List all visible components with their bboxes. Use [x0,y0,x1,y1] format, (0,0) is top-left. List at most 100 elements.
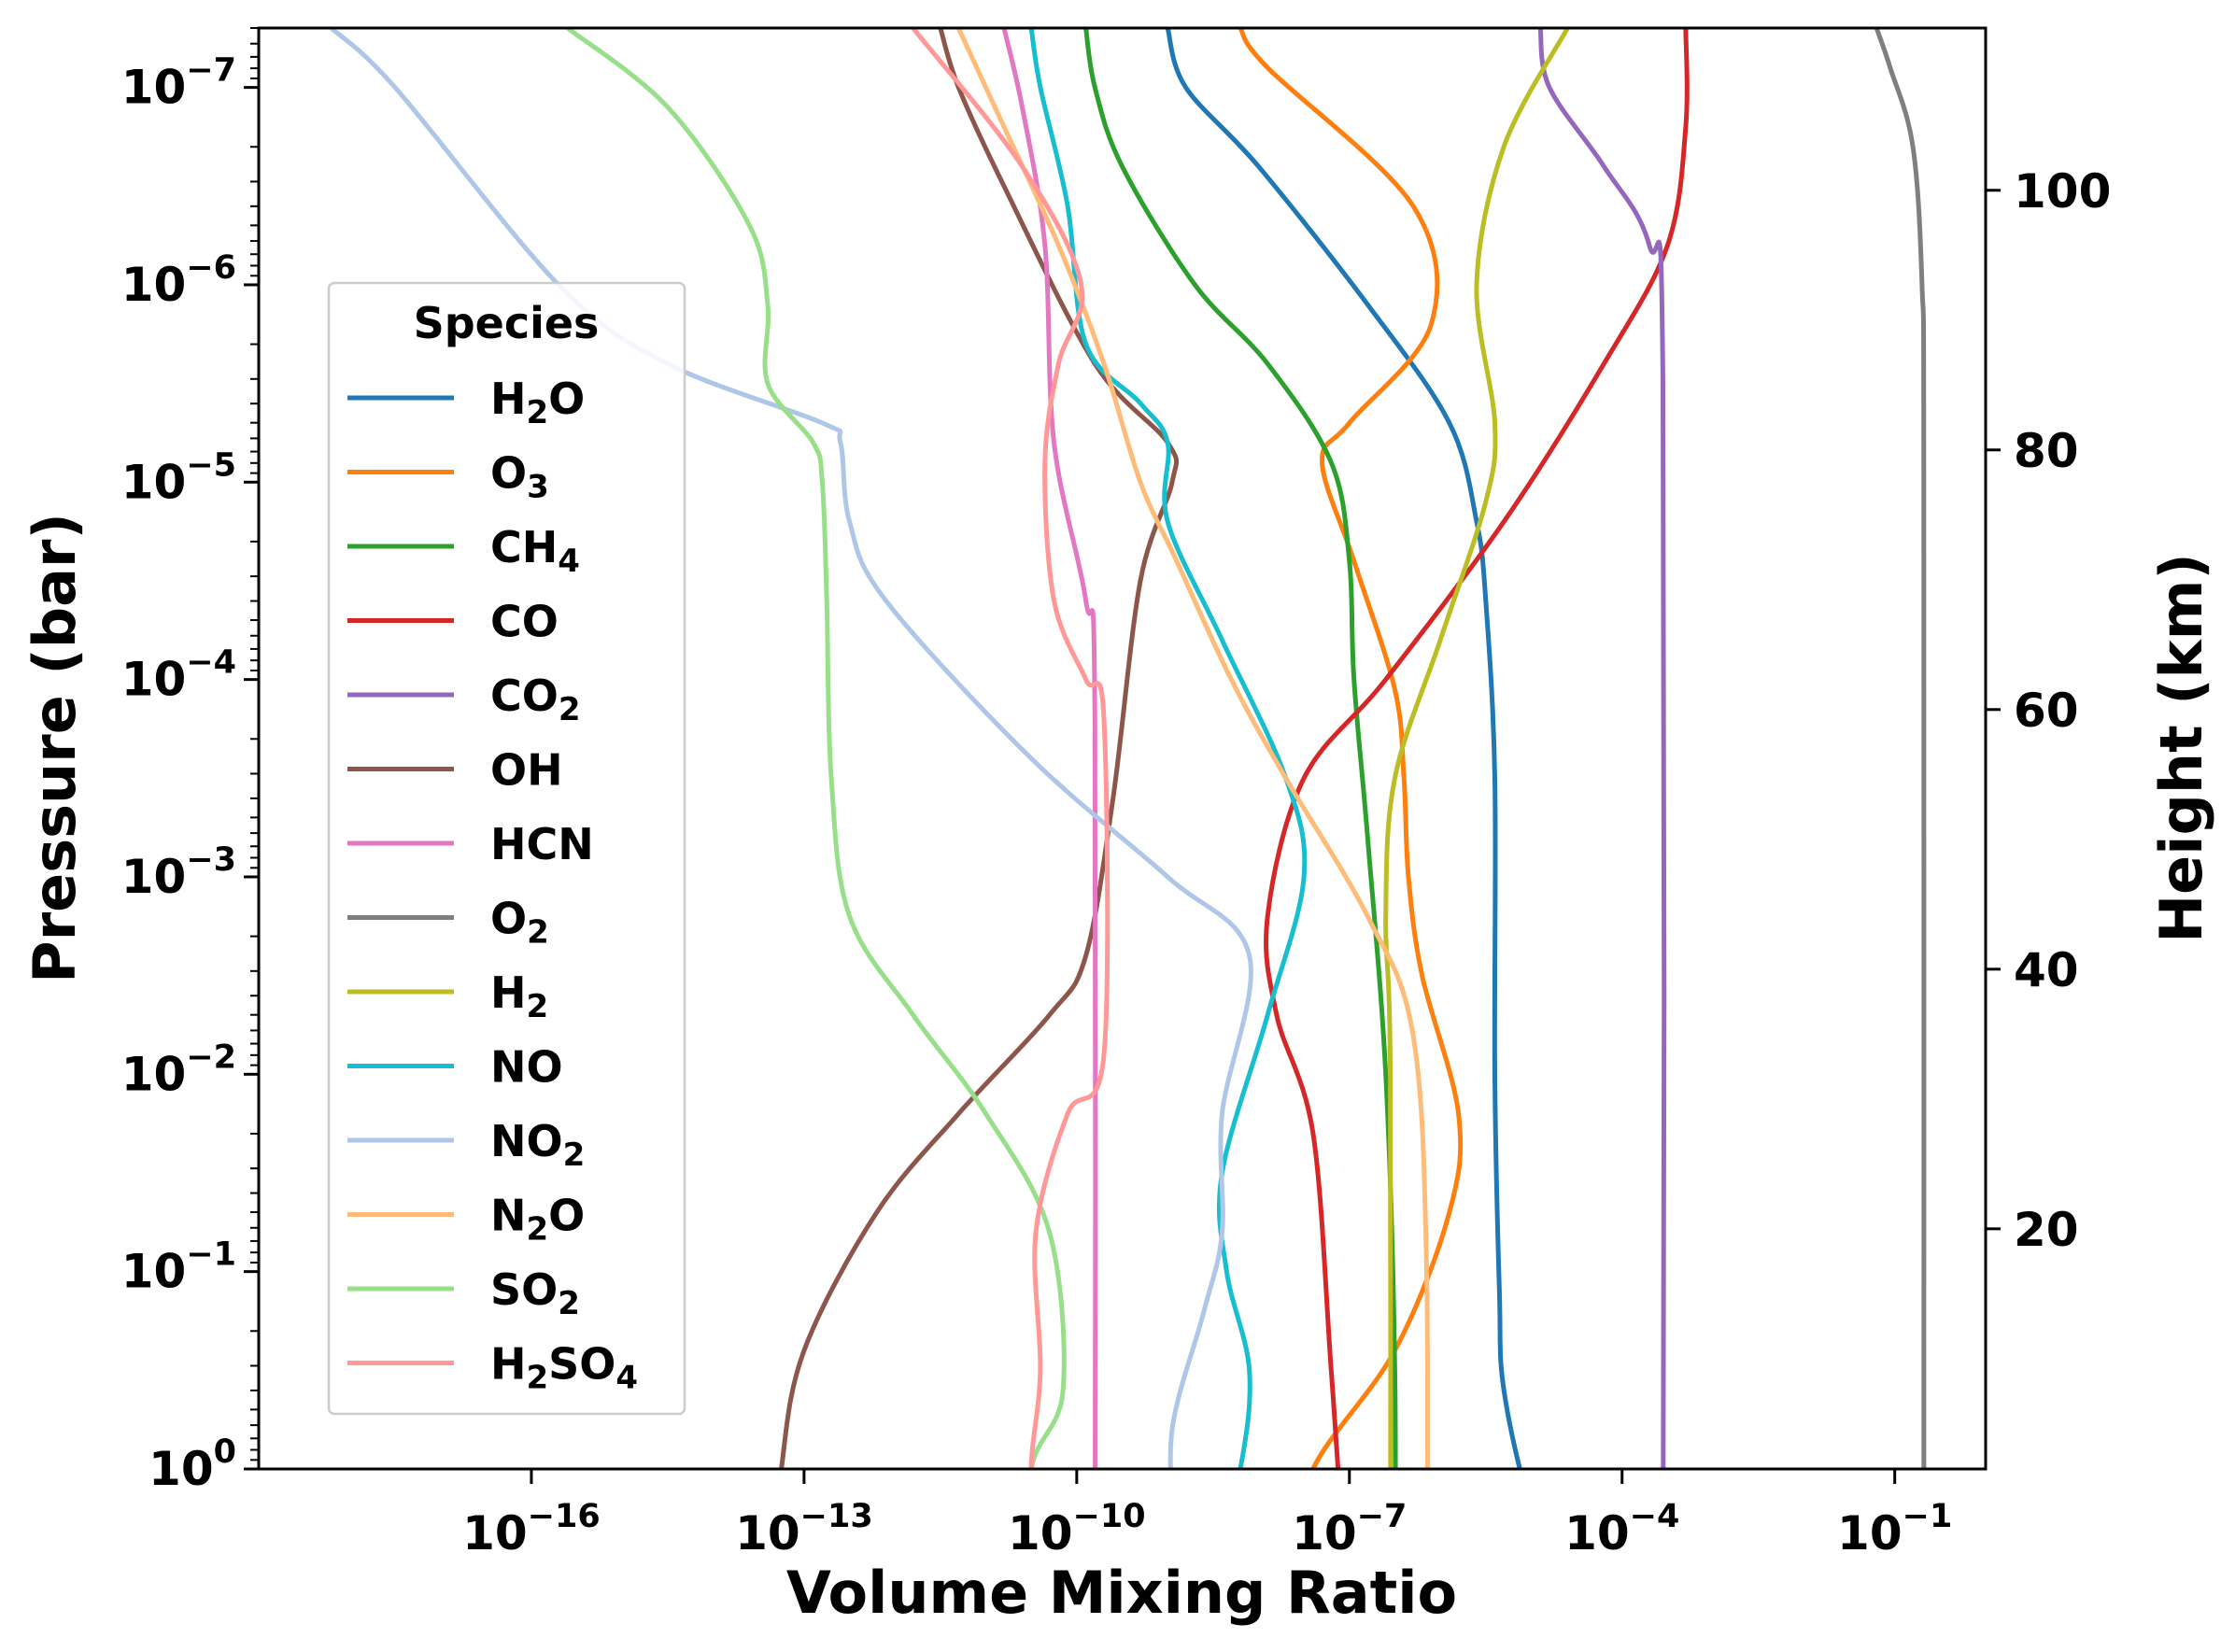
ticks-layer: 10−16 10−13 10−10 10−7 10−4 10−110010−110−210… [121,27,2111,1560]
legend-label-part: 4 [615,1360,638,1397]
y-tick-label-exp: −3 [186,841,236,879]
legend-label-part: CO [490,671,559,721]
x-tick-label: 10−13 [735,1498,873,1560]
series-line-oh [779,28,1180,1469]
legend-label-hcn: HCN [490,819,594,869]
legend-label-part: H [490,967,527,1018]
y-tick-label-exp: −2 [186,1038,236,1076]
legend-label-part: H [490,1339,527,1390]
x-tick-label-base: 10 [1292,1506,1357,1560]
y-tick-label: 10−5 [121,446,236,509]
y2-tick-label: 60 [2014,684,2079,738]
y2-tick-label: 80 [2014,424,2079,478]
legend-label-part: 2 [559,691,581,728]
x-tick-label: 10−16 [462,1498,601,1560]
legend-label-part: HCN [490,819,594,869]
y-tick-label: 100 [149,1433,236,1496]
x-tick-label: 10−1 [1837,1498,1952,1560]
legend-label-no2: NO2 [490,1116,585,1174]
x-tick-label: 10−10 [1008,1498,1146,1560]
y2-tick-label: 40 [2014,943,2079,997]
y-tick-label: 10−3 [121,841,236,904]
legend-label-part: 2 [527,988,549,1025]
y-tick-label-base: 10 [121,1047,187,1101]
legend-label-part: O [490,894,527,944]
series-line-h2so4 [911,28,1110,1469]
legend-label-ch4: CH4 [490,522,580,580]
series-line-hcn [1001,28,1098,1469]
legend-title: Species [414,298,600,348]
y-tick-label-exp: 0 [214,1433,236,1471]
y-axis-title: Pressure (bar) [21,513,89,983]
series-line-h2o [1165,28,1522,1469]
legend-label-h2o: H2O [490,374,585,431]
x-tick-label: 10−7 [1292,1498,1407,1560]
legend-label-o3: O3 [490,448,549,506]
legend-label-part: NO [490,1042,563,1093]
legend-label-part: OH [490,745,563,796]
y-tick-label: 10−6 [121,249,236,312]
legend-label-part: 2 [527,1211,549,1249]
legend-label-part: O [490,448,527,499]
y-tick-label-base: 10 [149,1442,214,1496]
x-tick-label-base: 10 [462,1506,528,1560]
x-tick-label-base: 10 [735,1506,800,1560]
legend-label-part: O [548,374,585,424]
legend-label-part: SO [548,1339,615,1390]
legend-label-part: 2 [558,1285,580,1322]
y-tick-label-base: 10 [121,61,187,115]
y2-tick-label: 100 [2014,164,2111,219]
y-tick-label-base: 10 [121,653,187,707]
legend-label-no: NO [490,1042,563,1093]
plot-frame [257,26,1988,1471]
legend-label-h2: H2 [490,967,548,1025]
y-tick-label-exp: −4 [186,644,236,682]
legend-label-part: 3 [527,469,549,506]
x-tick-label-exp: −1 [1903,1498,1953,1535]
legend-label-part: SO [490,1264,558,1315]
legend-label-so2: SO2 [490,1264,580,1322]
legend: Species H2OO3CH4COCO2OHHCNO2H2NONO2N2OSO… [327,281,686,1416]
legend-label-co2: CO2 [490,671,581,728]
x-tick-label-base: 10 [1564,1506,1630,1560]
legend-box [327,281,686,1416]
y-tick-label-exp: −7 [186,52,236,90]
legend-label-h2so4: H2SO4 [490,1339,638,1397]
y2-tick-label: 20 [2014,1203,2079,1257]
y-tick-label-exp: −5 [186,446,236,484]
legend-label-part: 2 [563,1137,586,1174]
legend-label-part: O [548,1191,585,1241]
x-tick-label-exp: −16 [528,1498,601,1535]
x-tick-label-exp: −10 [1073,1498,1146,1535]
x-tick-label-exp: −13 [800,1498,873,1535]
legend-label-co: CO [490,597,559,647]
x-axis-title: Volume Mixing Ratio [786,1559,1457,1627]
y-tick-label: 10−1 [121,1236,236,1299]
legend-label-part: CH [490,522,558,572]
y-tick-label-exp: −1 [186,1236,236,1274]
x-tick-label-base: 10 [1008,1506,1073,1560]
x-tick-label-exp: −7 [1357,1498,1408,1535]
series-line-co2 [1537,28,1667,1469]
legend-label-n2o: N2O [490,1191,585,1249]
series-line-n2o [956,28,1431,1469]
legend-label-part: CO [490,597,559,647]
y-tick-label-base: 10 [121,455,187,509]
y-tick-label: 10−7 [121,52,236,115]
x-tick-label: 10−4 [1564,1498,1679,1560]
y-tick-label: 10−4 [121,644,236,707]
legend-label-part: N [490,1191,527,1241]
legend-label-part: 4 [558,543,580,580]
legend-label-part: 2 [527,914,549,952]
legend-label-part: 2 [527,394,549,431]
y-tick-label-base: 10 [121,850,187,904]
legend-label-oh: OH [490,745,563,796]
series-line-h2 [1383,28,1570,1469]
y-tick-label-base: 10 [121,258,187,312]
legend-label-part: NO [490,1116,563,1166]
y-tick-label: 10−2 [121,1038,236,1101]
series-line-o3 [1238,28,1464,1469]
legend-label-part: 2 [527,1360,549,1397]
y2-axis-title: Height (km) [2147,553,2215,942]
